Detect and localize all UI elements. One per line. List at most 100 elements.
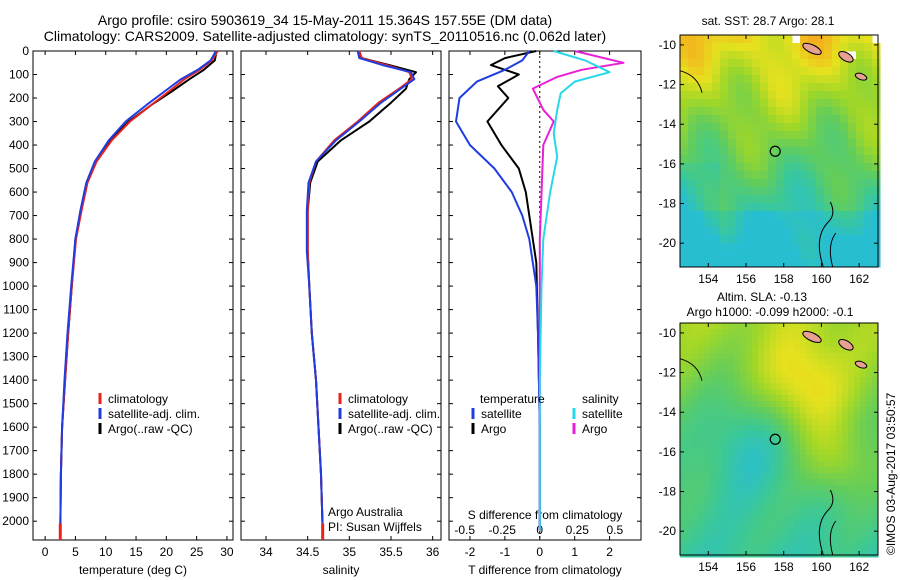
heatmap-cell — [866, 539, 873, 546]
heatmap-cell — [716, 335, 723, 342]
heatmap-cell — [736, 91, 745, 100]
legend-title: salinity — [582, 392, 619, 406]
heatmap-cell — [866, 491, 873, 498]
heatmap-cell — [856, 51, 865, 60]
heatmap-cell — [832, 187, 841, 196]
heatmap-cell — [752, 91, 761, 100]
heatmap-cell — [734, 527, 741, 534]
heatmap-cell — [824, 479, 831, 486]
heatmap-cell — [860, 443, 867, 450]
heatmap-cell — [848, 195, 857, 204]
heatmap-cell — [720, 51, 729, 60]
heatmap-cell — [728, 503, 735, 510]
heatmap-cell — [680, 235, 689, 244]
heatmap-cell — [818, 485, 825, 492]
heatmap-cell — [722, 359, 729, 366]
heatmap-cell — [832, 83, 841, 92]
heatmap-cell — [734, 551, 741, 558]
heatmap-cell — [764, 539, 771, 546]
heatmap-cell — [824, 115, 833, 124]
heatmap-cell — [872, 341, 879, 348]
heatmap-cell — [758, 527, 765, 534]
heatmap-cell — [830, 365, 837, 372]
heatmap-cell — [680, 371, 687, 378]
heatmap-cell — [866, 323, 873, 330]
heatmap-cell — [830, 509, 837, 516]
heatmap-cell — [848, 521, 855, 528]
heatmap-cell — [770, 449, 777, 456]
heatmap-cell — [794, 479, 801, 486]
heatmap-cell — [784, 211, 793, 220]
heatmap-cell — [866, 449, 873, 456]
heatmap-cell — [768, 131, 777, 140]
heatmap-cell — [848, 123, 857, 132]
heatmap-cell — [788, 449, 795, 456]
heatmap-cell — [746, 467, 753, 474]
heatmap-cell — [710, 395, 717, 402]
heatmap-cell — [842, 509, 849, 516]
heatmap-cell — [808, 219, 817, 228]
heatmap-cell — [832, 99, 841, 108]
heatmap-cell — [866, 407, 873, 414]
heatmap-cell — [830, 449, 837, 456]
heatmap-cell — [688, 219, 697, 228]
heatmap-cell — [848, 323, 855, 330]
heatmap-cell — [848, 461, 855, 468]
heatmap-cell — [812, 533, 819, 540]
heatmap-cell — [746, 359, 753, 366]
heatmap-cell — [866, 425, 873, 432]
heatmap-cell — [696, 139, 705, 148]
heatmap-cell — [848, 59, 857, 68]
heatmap-cell — [848, 485, 855, 492]
heatmap-cell — [728, 323, 735, 330]
heatmap-cell — [680, 521, 687, 528]
heatmap-cell — [712, 91, 721, 100]
heatmap-cell — [698, 455, 705, 462]
heatmap-cell — [704, 443, 711, 450]
heatmap-cell — [776, 515, 783, 522]
heatmap-cell — [680, 347, 687, 354]
heatmap-cell — [824, 107, 833, 116]
heatmap-cell — [746, 473, 753, 480]
heatmap-cell — [836, 413, 843, 420]
heatmap-cell — [794, 509, 801, 516]
heatmap-cell — [760, 155, 769, 164]
heatmap-cell — [812, 551, 819, 558]
heatmap-cell — [800, 171, 809, 180]
heatmap-cell — [840, 251, 849, 260]
heatmap-cell — [764, 389, 771, 396]
heatmap-cell — [836, 491, 843, 498]
heatmap-cell — [788, 539, 795, 546]
heatmap-cell — [758, 395, 765, 402]
heatmap-cell — [734, 533, 741, 540]
heatmap-cell — [848, 425, 855, 432]
heatmap-cell — [746, 497, 753, 504]
heatmap-cell — [830, 533, 837, 540]
heatmap-cell — [808, 51, 817, 60]
heatmap-cell — [720, 99, 729, 108]
heatmap-cell — [712, 259, 721, 268]
heatmap-cell — [818, 521, 825, 528]
heatmap-cell — [688, 67, 697, 76]
heatmap-cell — [836, 461, 843, 468]
heatmap-cell — [728, 533, 735, 540]
heatmap-cell — [712, 107, 721, 116]
heatmap-cell — [784, 123, 793, 132]
heatmap-cell — [788, 329, 795, 336]
heatmap-cell — [746, 443, 753, 450]
heatmap-cell — [840, 67, 849, 76]
heatmap-cell — [712, 179, 721, 188]
heatmap-cell — [864, 51, 873, 60]
heatmap-cell — [848, 401, 855, 408]
heatmap-cell — [864, 227, 873, 236]
heatmap-cell — [776, 219, 785, 228]
heatmap-cell — [792, 259, 801, 268]
heatmap-cell — [864, 43, 873, 52]
heatmap-cell — [740, 539, 747, 546]
heatmap-cell — [740, 461, 747, 468]
heatmap-cell — [794, 389, 801, 396]
heatmap-cell — [824, 329, 831, 336]
heatmap-cell — [704, 449, 711, 456]
heatmap-cell — [836, 407, 843, 414]
heatmap-cell — [842, 359, 849, 366]
